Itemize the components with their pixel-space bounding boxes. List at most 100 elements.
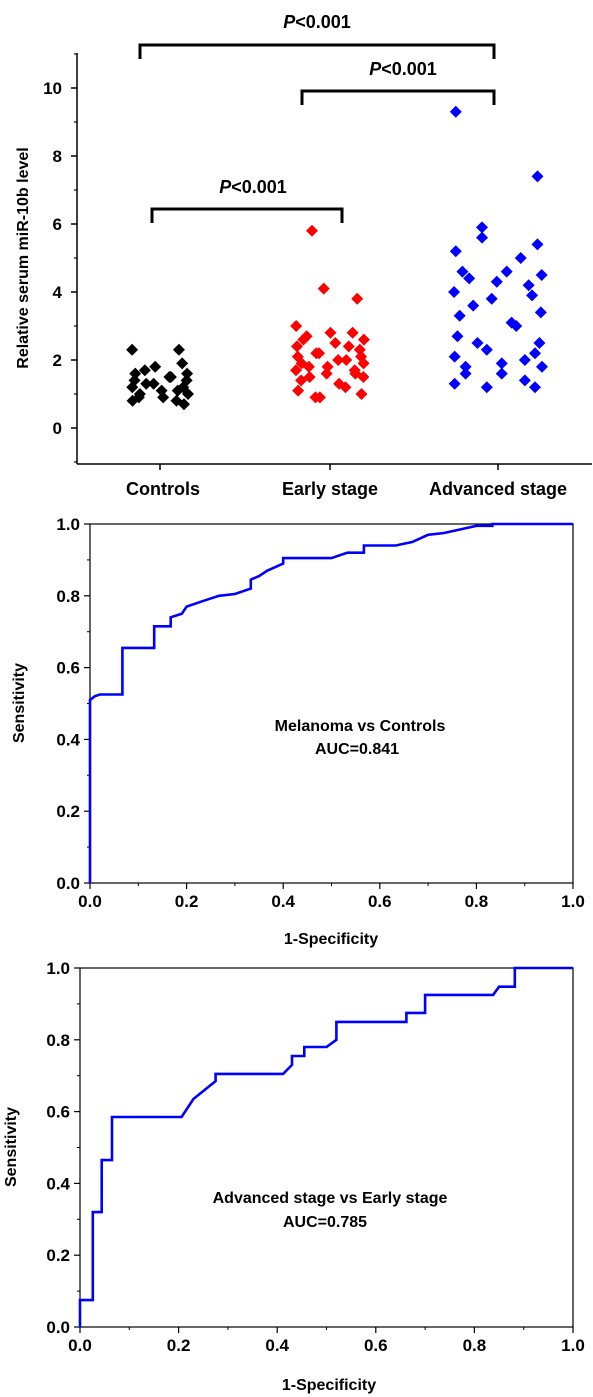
significance-bracket (138, 43, 496, 59)
data-point-advanced-stage (448, 286, 461, 298)
data-point-early-stage (329, 337, 342, 349)
data-point-controls (126, 381, 139, 394)
y-tick-label: 0.0 (56, 874, 80, 893)
data-point-controls (126, 343, 139, 356)
x-tick-label: 0.4 (265, 1336, 289, 1355)
y-tick-label: 0.4 (46, 1174, 70, 1193)
data-point-early-stage (340, 354, 353, 366)
data-point-controls (181, 388, 194, 400)
y-axis-title: Sensitivity (11, 663, 28, 743)
annotation-line-1: Advanced stage vs Early stage (213, 1190, 448, 1207)
x-tick-label: 0.2 (167, 1336, 191, 1355)
data-point-advanced-stage (529, 381, 542, 394)
data-point-advanced-stage (495, 367, 508, 380)
scatter-panel: Relative serum miR-10b level 0 2 4 6 8 10 Con… (15, 12, 592, 499)
data-point-early-stage (306, 224, 319, 237)
data-point-advanced-stage (510, 320, 523, 332)
y-tick-label: 0.2 (56, 802, 80, 821)
data-point-advanced-stage (531, 238, 544, 251)
data-point-advanced-stage (463, 272, 476, 285)
data-point-advanced-stage (476, 231, 489, 244)
data-point-controls (149, 360, 162, 373)
data-point-early-stage (339, 381, 352, 394)
p-value-label: P<0.001 (369, 59, 437, 79)
roc-curve (78, 966, 573, 1327)
data-point-advanced-stage (529, 347, 542, 360)
data-point-advanced-stage (495, 357, 508, 370)
y-tick-label: 0.0 (46, 1318, 70, 1337)
data-point-early-stage (357, 357, 370, 370)
y-tick-label: 0.6 (46, 1103, 70, 1122)
data-point-early-stage (290, 320, 303, 332)
data-point-early-stage (313, 391, 326, 404)
x-tick-label: 0.8 (465, 892, 489, 911)
data-point-advanced-stage (475, 221, 488, 234)
data-point-advanced-stage (531, 170, 544, 183)
data-point-advanced-stage (490, 275, 503, 288)
data-point-controls (172, 343, 185, 356)
roc-panel-melanoma-vs-controls: 0.0 0.2 0.4 0.6 0.8 1.0 0.0 0.2 0.4 0.6 0.8 1.0 Sen… (11, 515, 585, 948)
data-point-advanced-stage (471, 337, 484, 349)
y-tick-label: 1.0 (46, 959, 70, 978)
data-point-advanced-stage (480, 343, 493, 356)
roc-panel-advanced-vs-early: 0.0 0.2 0.4 0.6 0.8 1.0 0.0 0.2 0.4 0.6 0.8 1.0 Sen… (3, 959, 585, 1394)
data-point-advanced-stage (526, 289, 539, 302)
data-point-early-stage (302, 360, 315, 373)
data-point-early-stage (320, 367, 333, 380)
data-point-advanced-stage (459, 360, 472, 373)
category-label: Controls (126, 479, 200, 499)
x-tick-label: 0.0 (68, 1336, 92, 1355)
data-point-early-stage (346, 326, 359, 339)
axis-ticks: 0.0 0.2 0.4 0.6 0.8 1.0 0.0 0.2 0.4 0.6 0.8 1.0 (56, 515, 584, 911)
data-point-advanced-stage (451, 330, 464, 343)
data-point-early-stage (297, 333, 310, 346)
data-point-advanced-stage (449, 105, 462, 118)
data-point-early-stage (290, 364, 303, 377)
data-point-early-stage (342, 340, 355, 353)
x-category-labels: Controls Early stage Advanced stage (126, 464, 567, 499)
data-point-advanced-stage (480, 381, 493, 394)
annotation-line-1: Melanoma vs Controls (275, 718, 446, 735)
data-point-advanced-stage (534, 306, 547, 319)
p-value-label: P<0.001 (283, 12, 351, 32)
significance-brackets: P<0.001 P<0.001 P<0.001 (138, 12, 496, 223)
plot-frame (89, 523, 574, 884)
annotation-line-2: AUC=0.841 (315, 741, 399, 758)
x-tick-label: 1.0 (561, 1336, 585, 1355)
data-point-controls (129, 367, 142, 380)
data-point-early-stage (292, 384, 305, 397)
y-tick-label: 6 (53, 215, 62, 234)
category-label: Early stage (282, 479, 378, 499)
x-tick-label: 1.0 (561, 892, 585, 911)
data-point-controls (147, 377, 160, 390)
y-ticks: 0 2 4 6 8 10 (43, 53, 77, 463)
x-axis-title: 1-Specificity (282, 1377, 376, 1394)
data-point-controls (164, 371, 177, 383)
data-point-early-stage (357, 333, 370, 346)
x-tick-label: 0.6 (368, 892, 392, 911)
x-tick-label: 0.4 (271, 892, 295, 911)
axis-ticks: 0.0 0.2 0.4 0.6 0.8 1.0 0.0 0.2 0.4 0.6 0.8 1.0 (46, 959, 584, 1355)
data-point-advanced-stage (514, 252, 527, 264)
x-tick-label: 0.8 (463, 1336, 487, 1355)
data-point-advanced-stage (448, 377, 461, 390)
data-point-early-stage (332, 354, 345, 366)
data-point-advanced-stage (518, 354, 531, 366)
y-tick-label: 0.6 (56, 659, 80, 678)
data-point-controls (176, 357, 189, 370)
y-tick-label: 1.0 (56, 515, 80, 534)
y-axis-title: Relative serum miR-10b level (15, 147, 32, 368)
data-point-controls (126, 394, 139, 407)
y-tick-label: 0.4 (56, 730, 80, 749)
y-tick-label: 2 (53, 351, 62, 370)
data-point-early-stage (351, 292, 364, 305)
data-point-early-stage (317, 282, 330, 295)
y-tick-label: 0.8 (46, 1031, 70, 1050)
data-point-advanced-stage (518, 374, 531, 387)
data-point-advanced-stage (448, 350, 461, 363)
y-tick-label: 0.8 (56, 587, 80, 606)
data-point-advanced-stage (536, 360, 548, 373)
data-points (126, 105, 548, 411)
data-point-early-stage (324, 326, 337, 339)
data-point-advanced-stage (500, 265, 513, 278)
